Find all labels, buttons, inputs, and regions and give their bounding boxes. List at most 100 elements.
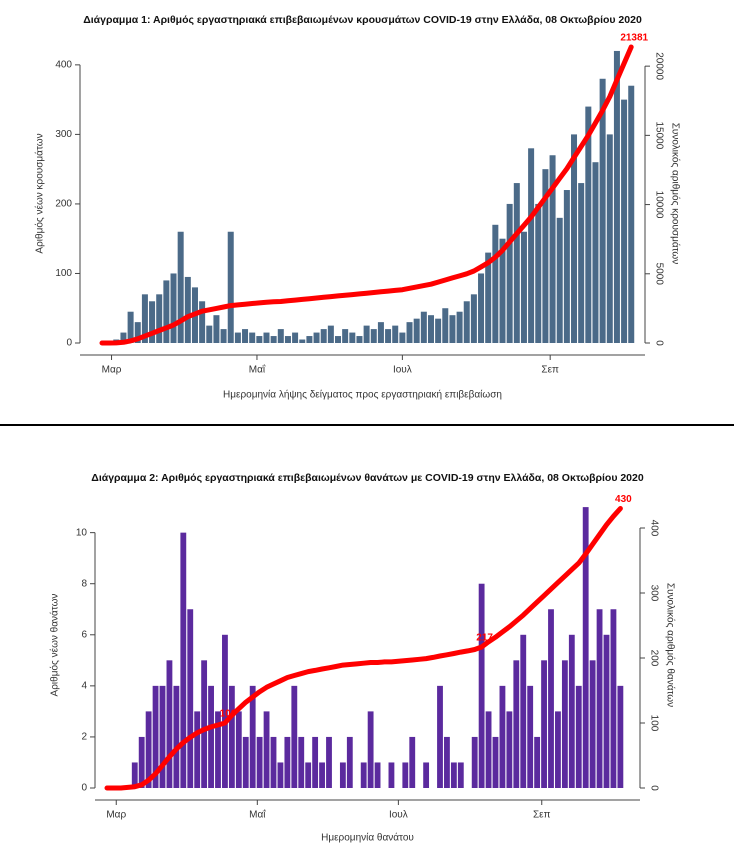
bar xyxy=(485,252,492,343)
bar xyxy=(478,583,485,788)
bar xyxy=(249,685,256,788)
bar xyxy=(138,736,145,788)
bar xyxy=(582,507,589,788)
bar xyxy=(513,660,520,788)
y-tick-label: 200 xyxy=(55,199,72,210)
bar xyxy=(617,685,624,788)
bar xyxy=(374,762,381,788)
bar xyxy=(385,329,392,343)
bar xyxy=(149,301,156,343)
y2-tick-label: 0 xyxy=(648,785,659,791)
bar xyxy=(578,183,585,343)
bar xyxy=(556,217,563,343)
bar xyxy=(346,736,353,788)
cumulative-line xyxy=(104,506,623,791)
y2-tick-label: 5000 xyxy=(653,263,664,286)
bar xyxy=(420,311,427,343)
bar xyxy=(173,685,180,788)
bar xyxy=(256,736,263,788)
bar xyxy=(249,332,256,343)
y2-axis-label: Συνολικός αριθμός κρουσμάτων xyxy=(669,123,681,265)
bar xyxy=(471,736,478,788)
bar xyxy=(277,329,284,343)
bar xyxy=(120,332,127,343)
bar xyxy=(555,711,561,788)
bar xyxy=(213,315,220,343)
bar xyxy=(145,711,152,788)
bar xyxy=(406,322,413,343)
bar xyxy=(156,294,163,343)
bar xyxy=(199,301,206,343)
bar xyxy=(506,711,513,788)
y-tick-label: 100 xyxy=(55,268,72,279)
bar xyxy=(187,609,194,788)
y-axis-label: Αριθμός νέων θανάτων xyxy=(49,594,61,697)
bar xyxy=(292,332,299,343)
bar xyxy=(166,660,173,788)
bar xyxy=(326,736,332,788)
bar xyxy=(298,736,305,788)
bar xyxy=(437,685,443,788)
bar xyxy=(327,325,334,343)
bar xyxy=(370,329,377,343)
bar xyxy=(599,78,606,343)
x-axis-label: Ημερομηνία θανάτου xyxy=(321,832,414,844)
bar xyxy=(256,336,263,343)
bar xyxy=(470,294,477,343)
bar xyxy=(449,315,456,343)
x-tick-label: Μαρ xyxy=(106,810,126,821)
bar xyxy=(592,162,599,343)
bar xyxy=(360,762,367,788)
bar xyxy=(541,660,547,788)
bar xyxy=(520,231,527,343)
y-tick-label: 4 xyxy=(81,680,87,691)
bar xyxy=(220,329,227,343)
bar xyxy=(201,660,208,788)
bar xyxy=(575,685,582,788)
y-tick-label: 300 xyxy=(55,129,72,140)
bar xyxy=(520,634,527,788)
bar xyxy=(499,238,506,343)
bar xyxy=(313,332,320,343)
bar xyxy=(184,276,191,343)
bar xyxy=(549,155,556,343)
bar xyxy=(305,762,312,788)
bar xyxy=(349,332,356,343)
bar xyxy=(463,301,470,343)
y2-axis-label: Συνολικός αριθμός θανάτων xyxy=(664,583,676,707)
bar xyxy=(535,203,542,343)
bar xyxy=(299,339,306,343)
bar xyxy=(423,762,430,788)
x-tick-label: Μαρ xyxy=(102,365,122,376)
bar xyxy=(319,762,325,788)
bar xyxy=(628,85,635,343)
bar xyxy=(603,634,610,788)
bar xyxy=(402,762,409,788)
bar xyxy=(234,332,241,343)
bar xyxy=(561,660,568,788)
bar xyxy=(596,609,603,788)
bar xyxy=(548,609,554,788)
bar xyxy=(392,325,399,343)
bar xyxy=(291,685,298,788)
bar xyxy=(339,762,346,788)
y-tick-label: 0 xyxy=(81,783,87,794)
bar xyxy=(270,736,277,788)
bar xyxy=(568,634,575,788)
y2-tick-label: 100 xyxy=(648,715,659,732)
bar xyxy=(457,762,464,788)
bar xyxy=(478,273,485,343)
bar xyxy=(306,336,313,343)
bar xyxy=(208,685,214,788)
bar xyxy=(527,685,534,788)
bar xyxy=(450,762,457,788)
bar xyxy=(534,736,541,788)
bar xyxy=(444,736,450,788)
bar xyxy=(589,660,596,788)
bar xyxy=(367,711,374,788)
bar xyxy=(215,711,221,788)
bar xyxy=(356,336,363,343)
bar xyxy=(456,311,463,343)
x-axis-label: Ημερομηνία λήψης δείγματος προς εργαστηρ… xyxy=(223,389,502,401)
